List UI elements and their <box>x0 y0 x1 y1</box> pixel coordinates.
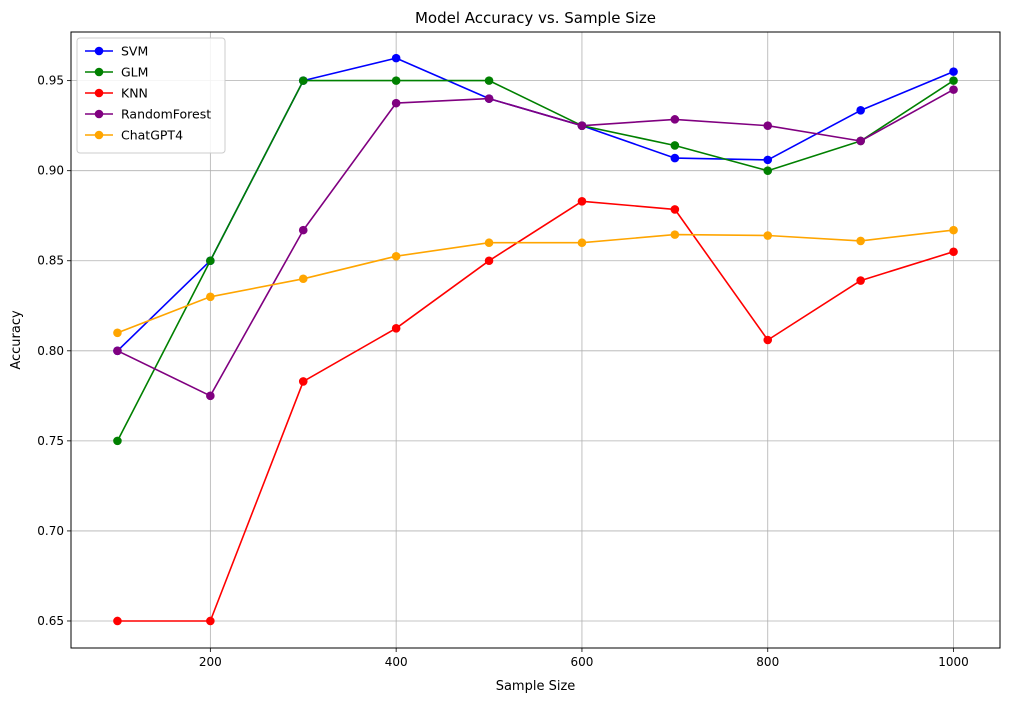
data-point-knn <box>856 276 865 285</box>
data-point-knn <box>484 256 494 266</box>
data-point-glm <box>670 141 680 150</box>
y-tick-label: 0.80 <box>37 344 64 358</box>
legend-marker-svm <box>94 46 104 56</box>
data-point-knn <box>763 335 773 345</box>
data-point-randomforest <box>391 98 401 108</box>
data-point-svm <box>763 155 773 165</box>
y-tick-label: 0.65 <box>37 614 64 628</box>
legend: SVM GLM KNN RandomForest ChatGPT4 <box>76 37 226 154</box>
legend-marker-randomforest <box>94 109 104 119</box>
series-line-chatgpt4 <box>117 229 954 334</box>
legend-marker-chatgpt4 <box>94 130 104 140</box>
data-point-knn <box>670 205 680 214</box>
data-point-svm <box>856 106 865 115</box>
data-point-randomforest <box>856 136 865 146</box>
data-point-knn <box>949 247 958 257</box>
data-point-svm <box>391 53 401 63</box>
series-chatgpt4 <box>113 225 958 338</box>
data-point-randomforest <box>113 346 122 356</box>
legend-item-knn: KNN <box>85 86 148 101</box>
legend-item-randomforest: RandomForest <box>85 107 211 122</box>
legend-item-chatgpt4: ChatGPT4 <box>85 128 183 143</box>
x-tick-label: 800 <box>756 655 779 669</box>
series-layer <box>113 53 958 626</box>
x-tick-label: 400 <box>385 655 408 669</box>
data-point-glm <box>949 76 958 85</box>
data-point-glm <box>763 166 773 175</box>
series-randomforest <box>113 85 958 401</box>
legend-label-svm: SVM <box>121 44 148 59</box>
data-point-knn <box>391 323 401 333</box>
series-knn <box>113 197 958 626</box>
data-point-knn <box>577 197 587 206</box>
y-axis-title: Accuracy <box>9 310 24 370</box>
legend-label-randomforest: RandomForest <box>121 107 211 122</box>
data-point-knn <box>113 616 122 626</box>
ticks: 200 400 600 800 1000 0.65 0.70 0.75 0.80 0.85 0.90… <box>37 74 969 669</box>
data-point-randomforest <box>206 391 215 401</box>
data-point-glm <box>206 256 215 266</box>
y-tick-label: 0.95 <box>37 74 64 88</box>
legend-marker-glm <box>94 67 104 77</box>
x-axis-title: Sample Size <box>496 679 576 694</box>
data-point-glm <box>113 436 122 446</box>
legend-item-glm: GLM <box>85 65 148 80</box>
data-point-glm <box>298 76 308 85</box>
data-point-svm <box>949 67 958 76</box>
data-point-chatgpt4 <box>949 225 958 235</box>
data-point-randomforest <box>763 121 773 130</box>
series-glm <box>113 76 958 446</box>
x-tick-label: 200 <box>199 655 222 669</box>
data-point-knn <box>206 616 215 626</box>
legend-label-glm: GLM <box>121 65 148 80</box>
plot-frame <box>70 31 1001 649</box>
data-point-knn <box>298 377 308 386</box>
data-point-chatgpt4 <box>856 236 865 246</box>
series-line-knn <box>117 200 954 622</box>
data-point-chatgpt4 <box>391 251 401 261</box>
data-point-chatgpt4 <box>670 230 680 239</box>
legend-label-chatgpt4: ChatGPT4 <box>121 128 183 143</box>
y-tick-label: 0.85 <box>37 254 64 268</box>
y-tick-label: 0.75 <box>37 434 64 448</box>
data-point-glm <box>391 76 401 85</box>
data-point-randomforest <box>670 115 680 124</box>
x-tick-label: 1000 <box>938 655 969 669</box>
legend-box <box>76 37 226 154</box>
data-point-svm <box>670 153 680 163</box>
y-tick-label: 0.90 <box>37 164 64 178</box>
series-line-glm <box>116 79 954 442</box>
y-tick-label: 0.70 <box>37 524 64 538</box>
series-line-randomforest <box>117 88 954 397</box>
legend-item-svm: SVM <box>85 44 148 59</box>
data-point-chatgpt4 <box>577 238 587 248</box>
data-point-chatgpt4 <box>298 274 308 284</box>
data-point-chatgpt4 <box>206 292 215 302</box>
data-point-randomforest <box>577 121 587 130</box>
data-point-chatgpt4 <box>763 231 773 240</box>
x-tick-label: 600 <box>570 655 593 669</box>
grid <box>71 32 1000 648</box>
data-point-glm <box>484 76 494 85</box>
chart-title: Model Accuracy vs. Sample Size <box>415 9 656 27</box>
data-point-randomforest <box>298 225 308 235</box>
data-point-randomforest <box>949 85 958 94</box>
data-point-randomforest <box>484 94 494 103</box>
data-point-chatgpt4 <box>484 238 494 248</box>
legend-label-knn: KNN <box>121 86 148 101</box>
data-point-chatgpt4 <box>113 328 122 338</box>
legend-marker-knn <box>94 88 104 98</box>
